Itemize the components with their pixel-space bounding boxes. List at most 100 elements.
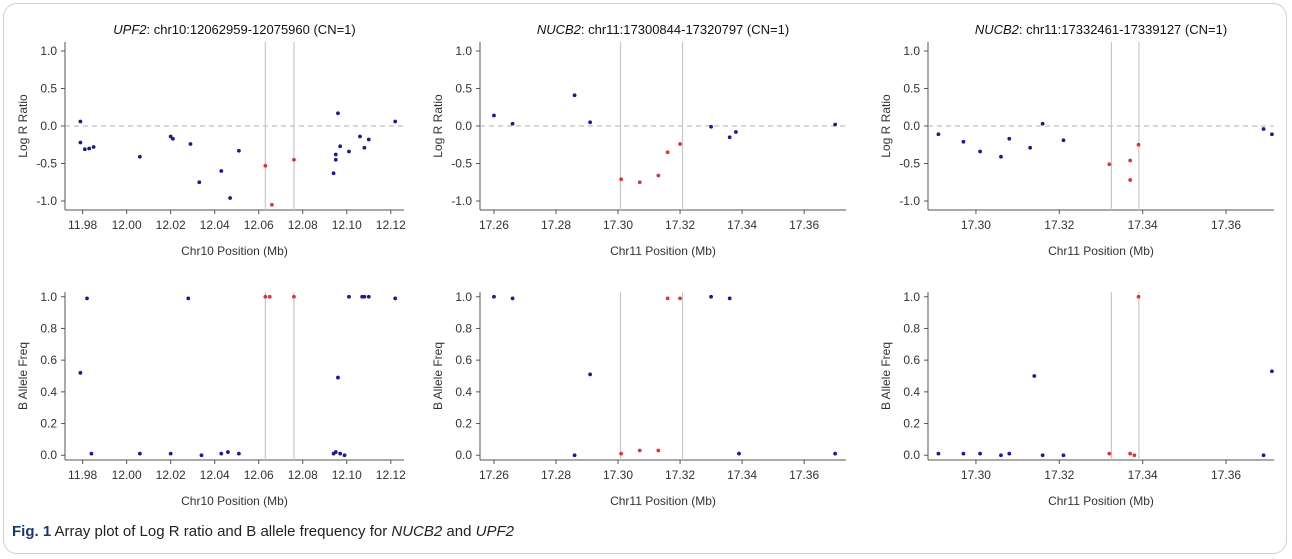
data-point [168, 451, 173, 456]
data-point [366, 137, 371, 142]
x-tick-label: 17.36 [789, 468, 819, 482]
x-tick-label: 12.10 [332, 218, 362, 232]
x-tick-label: 12.10 [332, 468, 362, 482]
data-point [492, 294, 496, 299]
data-point [219, 451, 224, 456]
x-tick-label: 12.04 [200, 468, 230, 482]
cnv-data-point [263, 294, 268, 299]
data-point [1270, 132, 1274, 137]
data-point [1007, 451, 1012, 456]
y-tick-label: 0.0 [40, 119, 57, 133]
y-tick-label: 1.0 [40, 44, 57, 58]
cnv-data-point [1128, 178, 1133, 182]
y-tick-label: 0.6 [903, 353, 920, 367]
y-tick-label: -1.0 [36, 194, 57, 208]
data-point [393, 119, 398, 124]
y-axis-label: B Allele Freq [431, 342, 445, 410]
data-point [1007, 136, 1012, 141]
data-point [978, 149, 983, 154]
x-tick-label: 17.32 [1044, 218, 1074, 232]
cnv-data-point [292, 294, 296, 299]
y-tick-label: 0.0 [455, 448, 472, 462]
data-point [219, 169, 224, 173]
data-point [492, 113, 496, 118]
cnv-data-point [665, 296, 670, 301]
panel-title: UPF2: chr10:12062959-12075960 (CN=1) [113, 22, 355, 37]
x-tick-label: 17.30 [961, 218, 991, 232]
data-point [347, 294, 351, 299]
x-tick-label: 17.30 [603, 468, 633, 482]
y-tick-label: 1.0 [455, 44, 472, 58]
y-tick-label: 0.2 [40, 417, 57, 431]
data-point [188, 142, 193, 146]
panel-title-region: : chr11:17332461-17339127 (CN=1) [1019, 22, 1227, 37]
cnv-data-point [263, 163, 268, 168]
y-tick-label: 0.8 [40, 321, 57, 335]
y-tick-label: 0.8 [903, 321, 920, 335]
cnv-data-point [678, 296, 682, 301]
y-tick-label: 0.8 [455, 321, 472, 335]
x-axis-label: Chr11 Position (Mb) [1048, 244, 1154, 258]
x-axis-label: Chr11 Position (Mb) [1048, 494, 1154, 508]
panel-4: 11.98 12.00 12.02 12.04 12.06 12.08 12.10 12.12… [16, 290, 406, 508]
data-point [978, 451, 983, 456]
x-tick-label: 17.32 [1044, 468, 1074, 482]
cnv-data-point [292, 157, 296, 162]
y-tick-label: 0.4 [455, 385, 472, 399]
figure-caption: Fig. 1 Array plot of Log R ratio and B a… [12, 523, 514, 540]
caption-gene-1: NUCB2 [391, 523, 443, 540]
data-point [936, 132, 941, 137]
x-tick-label: 17.36 [1211, 218, 1241, 232]
y-axis-label: Log R Ratio [879, 94, 893, 158]
data-point [961, 451, 966, 456]
panel-6: 17.30 17.32 17.34 17.36 1.0 0.8 0.6 0.4 0.2 0.0 Ch… [879, 290, 1274, 508]
x-axis-label: Chr11 Position (Mb) [610, 494, 716, 508]
data-point [1032, 374, 1037, 378]
data-point [393, 296, 398, 301]
panel-title-gene: NUCB2 [975, 22, 1020, 37]
data-point [1270, 369, 1274, 374]
data-point [572, 93, 577, 98]
cnv-data-point [267, 294, 272, 299]
x-tick-label: 12.00 [112, 468, 142, 482]
data-point [1040, 121, 1045, 126]
cnv-data-point [637, 180, 642, 185]
cnv-data-point [619, 451, 624, 456]
cnv-data-point [270, 202, 274, 207]
x-tick-label: 17.32 [665, 468, 695, 482]
data-point [333, 450, 338, 454]
panel-title: NUCB2: chr11:17332461-17339127 (CN=1) [975, 22, 1227, 37]
panel-title-region: : chr11:17300844-17320797 (CN=1) [581, 22, 789, 37]
data-point [588, 120, 593, 125]
y-tick-label: 0.2 [455, 417, 472, 431]
y-tick-label: 0.0 [903, 448, 920, 462]
caption-gene-2: UPF2 [475, 523, 514, 540]
x-axis-label: Chr10 Position (Mb) [181, 244, 288, 258]
data-point [999, 453, 1003, 458]
data-point [347, 149, 351, 154]
x-tick-label: 12.08 [288, 468, 318, 482]
cnv-data-point [1132, 453, 1137, 458]
data-point [1261, 127, 1266, 131]
cnv-data-point [678, 142, 682, 146]
caption-label: Fig. 1 [12, 523, 52, 540]
panel-title-gene: NUCB2 [537, 22, 582, 37]
data-point [199, 453, 204, 458]
data-point [237, 148, 241, 153]
y-tick-label: 0.4 [903, 385, 920, 399]
y-axis-label: B Allele Freq [16, 342, 30, 410]
y-axis-label: B Allele Freq [879, 342, 893, 410]
data-point [331, 171, 336, 176]
y-tick-label: 0.0 [40, 448, 57, 462]
data-point [137, 154, 142, 159]
data-point [358, 134, 362, 139]
y-tick-label: -1.0 [451, 194, 472, 208]
data-point [727, 135, 732, 140]
y-axis-label: Log R Ratio [431, 94, 445, 158]
data-point [1028, 145, 1033, 150]
data-point [572, 453, 577, 458]
data-point [89, 451, 94, 456]
data-point [78, 370, 83, 375]
figure-frame [3, 3, 1287, 554]
